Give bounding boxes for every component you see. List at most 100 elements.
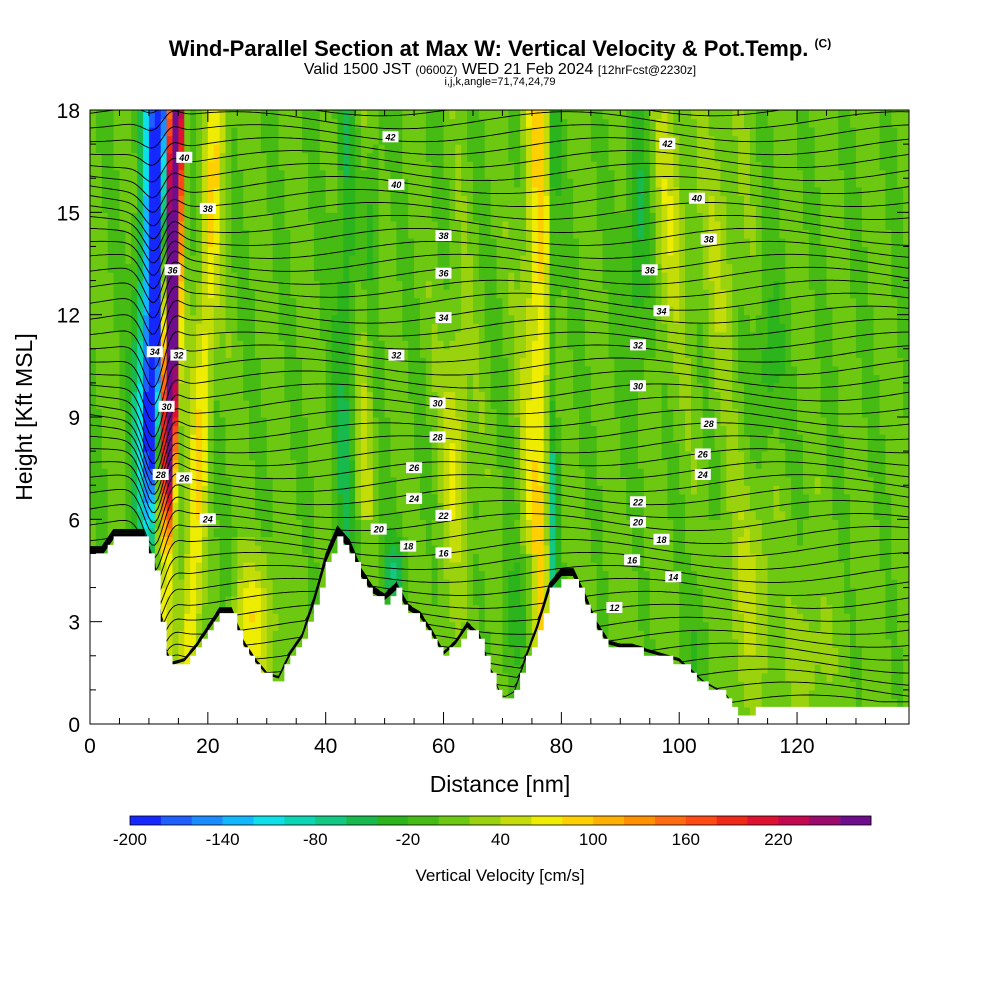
velocity-cell [184,135,191,145]
velocity-cell [137,220,144,230]
velocity-cell [502,195,509,205]
velocity-cell [308,544,315,555]
velocity-cell [378,152,386,162]
velocity-cell [319,212,327,222]
velocity-cell [431,254,439,265]
velocity-cell [196,570,203,580]
velocity-cell [225,263,233,273]
velocity-cell [337,340,344,350]
velocity-cell [90,331,97,341]
velocity-cell [366,127,374,137]
velocity-cell [207,306,215,316]
velocity-cell [484,417,492,427]
velocity-cell [496,604,504,614]
velocity-cell [455,442,462,452]
velocity-cell [520,664,527,674]
velocity-cell [308,382,315,393]
velocity-cell [260,544,268,555]
velocity-cell [190,272,197,282]
velocity-cell [366,237,374,248]
velocity-cell [296,519,303,529]
velocity-cell [101,178,109,188]
velocity-cell [537,254,545,265]
velocity-cell [213,118,221,128]
velocity-cell [260,144,268,154]
velocity-cell [231,127,238,137]
velocity-cell [237,280,244,290]
velocity-cell [455,374,462,384]
velocity-cell [190,127,197,137]
velocity-cell [201,391,209,401]
velocity-cell [190,510,197,520]
velocity-cell [543,280,551,290]
velocity-cell [419,434,427,444]
velocity-cell [154,195,162,205]
velocity-cell [331,246,339,256]
velocity-cell [366,203,374,213]
velocity-cell [313,331,321,341]
velocity-cell [249,127,256,137]
velocity-cell [537,408,545,418]
velocity-cell [402,553,409,563]
velocity-cell [502,263,509,273]
velocity-cell [431,178,439,188]
velocity-cell [402,246,409,256]
velocity-cell [325,408,333,418]
velocity-cell [254,144,262,154]
velocity-cell [531,169,539,179]
velocity-cell [437,536,445,546]
velocity-cell [449,357,456,367]
velocity-cell [408,399,415,410]
velocity-cell [396,186,403,196]
velocity-cell [137,331,144,341]
velocity-cell [190,561,197,572]
velocity-cell [90,348,97,358]
velocity-cell [125,417,132,427]
velocity-cell [284,169,291,179]
velocity-cell [537,178,545,188]
velocity-cell [154,476,162,486]
velocity-cell [419,485,427,495]
velocity-cell [561,451,568,461]
velocity-cell [254,331,262,341]
velocity-cell [160,169,168,179]
velocity-cell [243,306,250,316]
velocity-cell [107,510,115,520]
velocity-cell [284,331,291,341]
velocity-cell [219,195,227,205]
velocity-cell [396,263,403,273]
velocity-cell [290,323,297,333]
velocity-cell [237,382,244,393]
velocity-cell [325,314,333,324]
velocity-cell [555,263,562,273]
velocity-cell [396,323,403,333]
velocity-cell [443,144,451,154]
velocity-cell [325,374,333,384]
velocity-cell [225,220,233,230]
velocity-cell [107,468,115,478]
velocity-cell [225,118,233,128]
velocity-cell [166,451,174,461]
velocity-cell [496,579,504,589]
velocity-cell [337,382,344,393]
velocity-cell [278,314,286,324]
velocity-cell [355,203,362,213]
velocity-cell [131,280,138,290]
velocity-cell [313,493,321,503]
velocity-cell [396,365,403,375]
velocity-cell [266,476,274,486]
velocity-cell [260,280,268,290]
velocity-cell [484,647,492,657]
velocity-cell [355,408,362,418]
velocity-cell [166,110,174,120]
velocity-cell [143,331,150,341]
velocity-cell [361,323,368,333]
velocity-cell [431,118,439,128]
velocity-cell [355,289,362,299]
velocity-cell [119,417,126,427]
velocity-cell [237,357,244,367]
velocity-cell [284,186,291,196]
velocity-cell [196,476,203,486]
velocity-cell [166,621,174,631]
velocity-cell [355,399,362,410]
